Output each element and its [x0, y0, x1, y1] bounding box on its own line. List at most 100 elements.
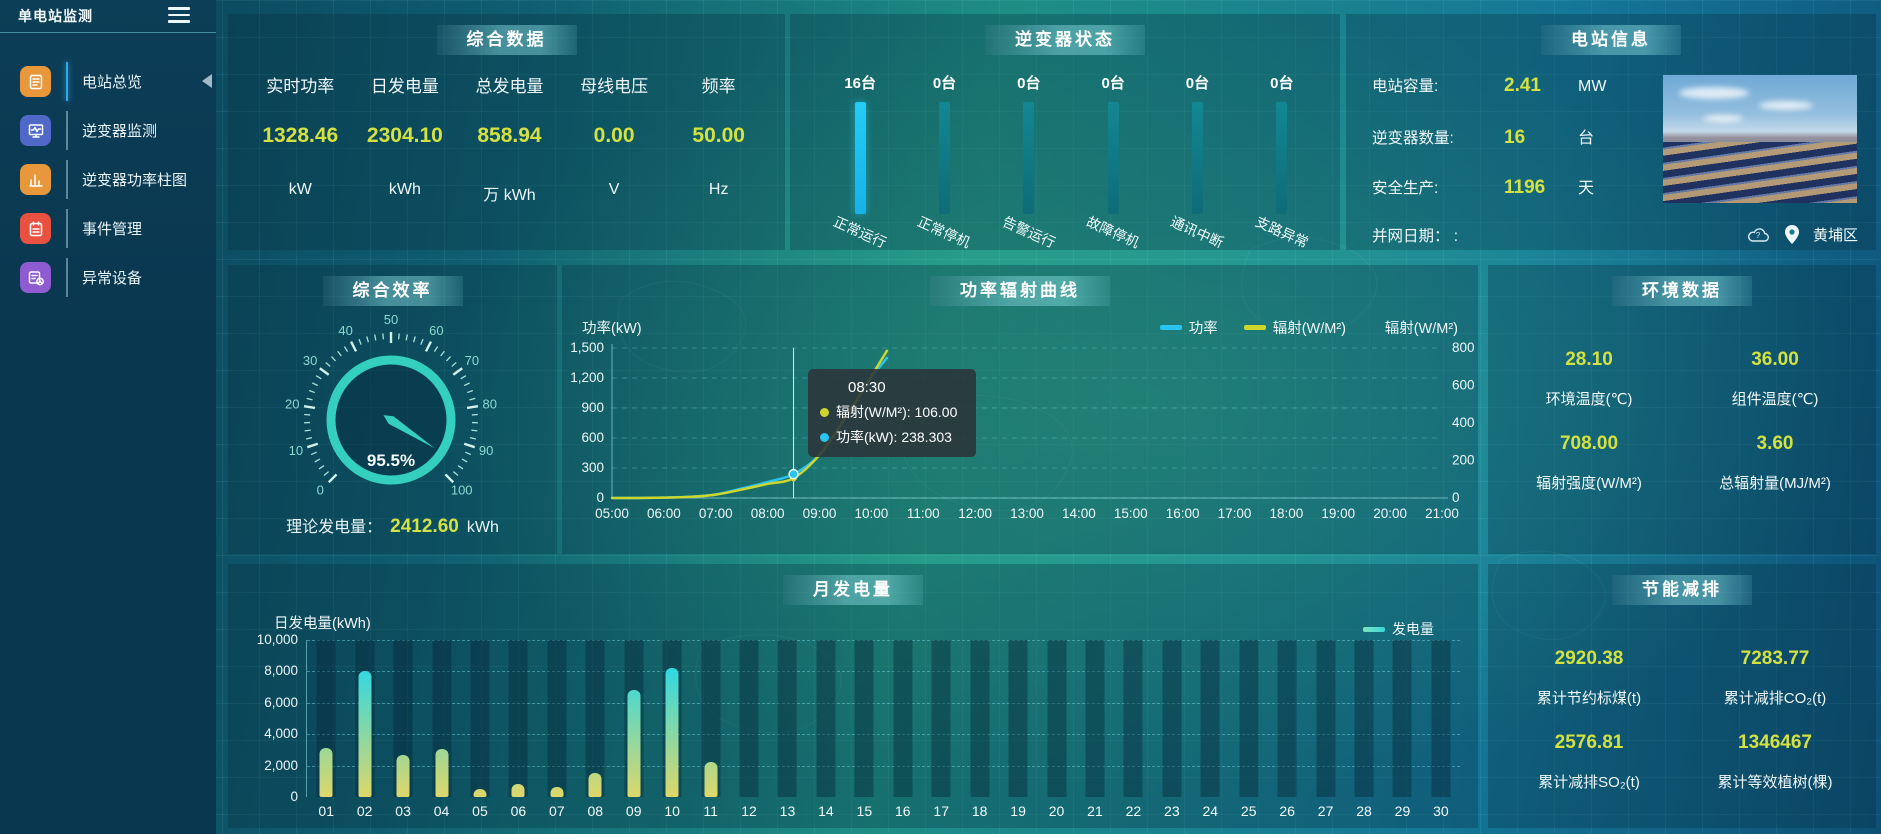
- svg-text:0: 0: [317, 483, 324, 498]
- monthly-bar[interactable]: [550, 786, 564, 797]
- power-radiation-chart[interactable]: 0 300 600 900 1,200 1,500 0 200 400 600 800 05:00 06…: [562, 335, 1478, 535]
- sidebar-collapse-arrow-icon[interactable]: [202, 74, 212, 88]
- monthly-bar[interactable]: [396, 754, 410, 797]
- location-pin-icon[interactable]: [1784, 225, 1799, 244]
- sidebar-item-accent-line: [66, 258, 68, 297]
- monthly-background-band: [1162, 640, 1182, 797]
- monthly-bar-chart[interactable]: 01 02 03 04 05 06 07 08 09 10 11 12 13 14 15 16 17 18 19 20…: [306, 640, 1460, 819]
- svg-text:0: 0: [1452, 490, 1460, 505]
- inverter-status-item: 0台 通讯中断: [1155, 72, 1239, 251]
- station-info-panel: 电站信息 电站容量: 2.41 MW 逆变器数量: 16 台安全生产: 1196 天并网日期：…: [1346, 14, 1876, 250]
- curve-legend: 功率 辐射(W/M²): [1159, 317, 1346, 338]
- monthly-category: 12: [730, 640, 768, 819]
- station-row-unit: 天: [1578, 180, 1595, 197]
- svg-text:18:00: 18:00: [1269, 506, 1303, 521]
- environment-item-value: 28.10: [1565, 349, 1613, 370]
- monthly-categories: 01 02 03 04 05 06 07 08 09 10 11 12 13 14 15 16 17 18 19 20…: [307, 640, 1460, 819]
- svg-text:21:00: 21:00: [1425, 506, 1459, 521]
- inverter-count: 0台: [1185, 75, 1210, 92]
- sidebar-item-label: 异常设备: [82, 270, 143, 287]
- inverter-status-bar[interactable]: [1023, 102, 1035, 214]
- inverter-count: 0台: [1101, 75, 1125, 92]
- monthly-bar[interactable]: [704, 761, 718, 797]
- monthly-gridline: [307, 734, 1460, 736]
- theory-label: 理论发电量：: [286, 519, 383, 536]
- monthly-bar[interactable]: [627, 690, 641, 797]
- monthly-x-label: 21: [1087, 803, 1103, 819]
- theory-unit: kWh: [466, 519, 499, 536]
- savings-item: 7283.77 累计减排CO₂(t): [1682, 648, 1868, 708]
- monthly-x-label: 28: [1356, 803, 1372, 819]
- monthly-category: 04: [422, 640, 460, 819]
- environment-item-value: 36.00: [1751, 349, 1799, 370]
- legend-label: 功率: [1188, 321, 1218, 337]
- svg-text:70: 70: [465, 353, 479, 368]
- inverter-status-panel-title: 逆变器状态: [985, 25, 1145, 55]
- right-axis-title: 辐射(W/M²): [1384, 321, 1458, 337]
- inverter-status-item: 0台 支路异常: [1240, 72, 1324, 251]
- svg-text:17:00: 17:00: [1218, 506, 1252, 521]
- legend-item[interactable]: 辐射(W/M²): [1243, 317, 1346, 338]
- svg-text:0: 0: [596, 490, 604, 505]
- sidebar-item-2[interactable]: 逆变器监测: [0, 106, 216, 155]
- metric-value: 0.00: [593, 124, 635, 147]
- monthly-category: 18: [960, 640, 998, 819]
- monthly-y-tick: 6,000: [264, 694, 298, 710]
- monthly-x-label: 26: [1279, 803, 1295, 819]
- monthly-category: 10: [653, 640, 691, 819]
- monthly-category: 09: [615, 640, 653, 819]
- environment-item: 36.00 组件温度(℃): [1682, 349, 1868, 409]
- savings-item-value: 2576.81: [1554, 732, 1624, 753]
- monthly-gridline: [307, 702, 1460, 704]
- svg-text:90: 90: [479, 443, 493, 458]
- savings-item-label: 累计减排CO₂(t): [1723, 690, 1827, 707]
- inverter-status-bar[interactable]: [854, 102, 866, 214]
- svg-text:20: 20: [285, 396, 299, 411]
- monthly-background-band: [1277, 640, 1297, 797]
- environment-item-label: 组件温度(℃): [1731, 391, 1819, 408]
- monthly-category: 13: [768, 640, 806, 819]
- svg-text:1,500: 1,500: [570, 340, 604, 355]
- sidebar-item-5[interactable]: 异常设备: [0, 253, 216, 302]
- monthly-x-label: 07: [549, 803, 565, 819]
- sidebar-item-4[interactable]: 事件管理: [0, 204, 216, 253]
- inverter-status-bar[interactable]: [1276, 102, 1288, 214]
- sidebar-item-1[interactable]: 电站总览: [0, 57, 216, 106]
- savings-item-label: 累计等效植树(棵): [1717, 774, 1833, 791]
- monthly-bar[interactable]: [473, 789, 487, 797]
- monthly-bar[interactable]: [588, 773, 602, 797]
- monthly-bar[interactable]: [435, 749, 449, 797]
- metric-unit: V: [608, 181, 620, 198]
- sidebar-item-label: 事件管理: [82, 221, 143, 238]
- monthly-bar[interactable]: [511, 784, 525, 797]
- monthly-x-label: 16: [894, 803, 911, 819]
- environment-item-value: 3.60: [1756, 433, 1794, 454]
- monthly-category: 20: [1037, 640, 1075, 819]
- sidebar-item-3[interactable]: 逆变器功率柱图: [0, 155, 216, 204]
- inverter-status-bar[interactable]: [1191, 102, 1203, 214]
- monthly-bar[interactable]: [358, 671, 372, 797]
- monthly-bar[interactable]: [665, 668, 679, 797]
- monthly-category: 29: [1383, 640, 1421, 819]
- station-photo: [1663, 75, 1857, 203]
- monthly-legend[interactable]: 发电量: [1363, 619, 1434, 639]
- monthly-legend-label: 发电量: [1392, 621, 1434, 637]
- monthly-background-band: [547, 640, 567, 797]
- inverter-status-bar[interactable]: [1107, 102, 1119, 214]
- station-row-label: 逆变器数量:: [1372, 130, 1454, 147]
- district-label[interactable]: 黄埔区: [1812, 227, 1858, 244]
- monthly-x-label: 01: [318, 803, 335, 819]
- event-management-icon: [20, 213, 51, 244]
- monthly-category: 06: [499, 640, 537, 819]
- monthly-x-label: 24: [1202, 803, 1219, 819]
- monthly-category: 26: [1268, 640, 1306, 819]
- hamburger-menu-icon[interactable]: [168, 7, 190, 24]
- weather-cloud-icon[interactable]: ?: [1747, 226, 1771, 243]
- legend-dash-icon: [1243, 325, 1266, 330]
- monthly-background-band: [1431, 640, 1451, 797]
- legend-item[interactable]: 功率: [1159, 317, 1218, 338]
- monthly-category: 11: [691, 640, 729, 819]
- inverter-status-bar[interactable]: [938, 102, 950, 214]
- monthly-bar[interactable]: [319, 748, 333, 797]
